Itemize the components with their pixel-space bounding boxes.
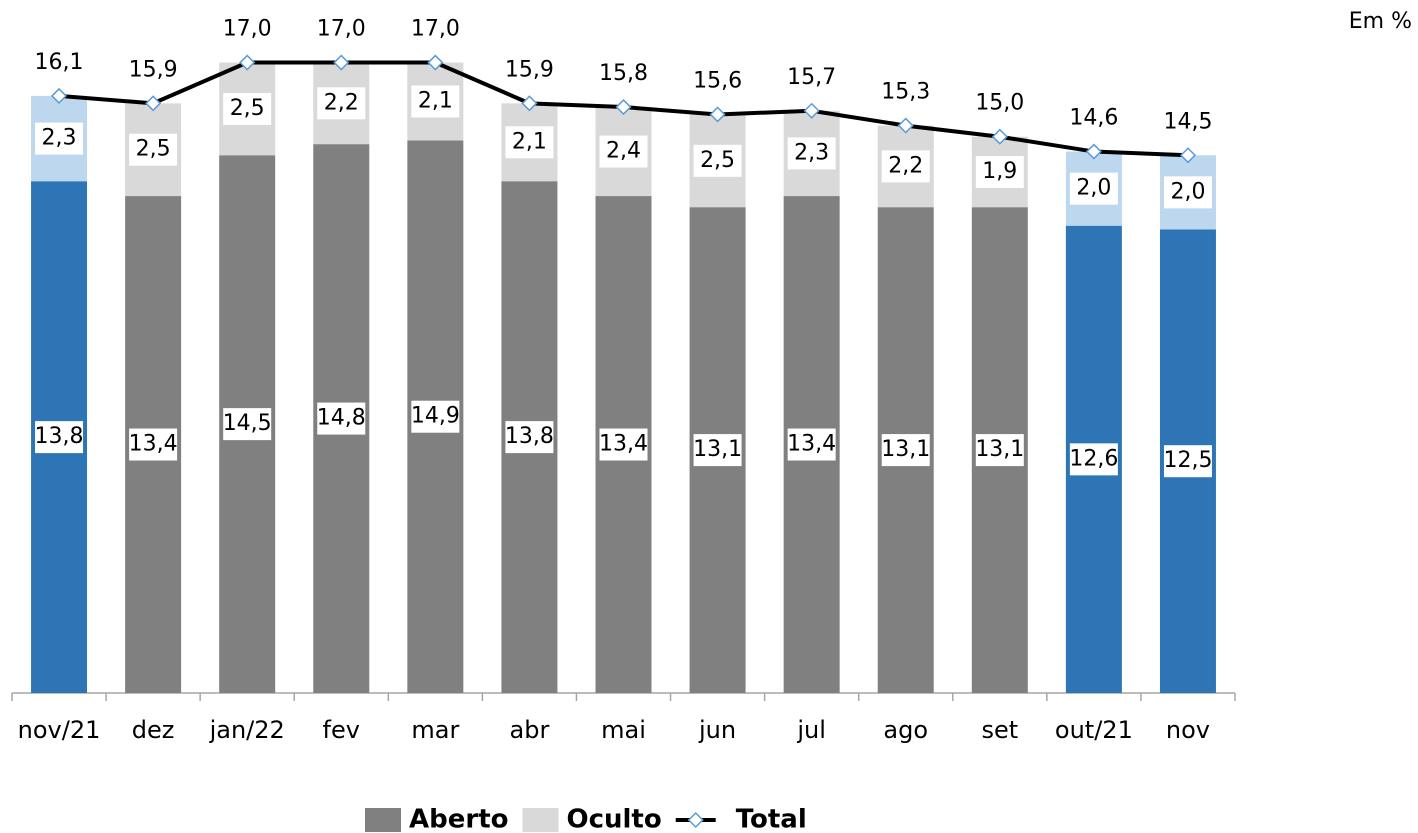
data-label-bg [411,400,460,433]
total-marker [897,117,914,134]
data-label-bg [787,428,836,461]
legend-swatch [522,808,559,832]
data-label: 2,3 [42,126,77,151]
data-label: 12,5 [1163,448,1212,473]
data-label-bg [787,137,836,170]
x-tick-label: ago [883,716,928,744]
legend-swatch [365,808,401,832]
data-label-bg [129,133,178,166]
total-label: 16,1 [35,50,84,75]
data-label: 14,9 [411,404,460,429]
data-label: 14,5 [223,411,272,436]
total-marker [709,106,726,123]
x-tick-label: abr [510,716,550,744]
data-label: 2,2 [324,90,359,115]
data-label-bg [35,122,84,155]
data-label-bg [411,85,460,118]
data-label: 13,4 [129,432,178,457]
x-tick-label: nov/21 [18,716,101,744]
data-label-bg [599,428,648,461]
total-label: 17,0 [317,17,366,42]
data-label: 2,1 [512,129,547,154]
data-label-bg [693,144,742,177]
data-label-bg [505,421,554,454]
data-label-bg [1163,176,1212,209]
data-label-bg [317,87,366,120]
data-label: 2,5 [700,148,735,173]
total-marker [521,95,538,112]
x-tick-label: jun [698,716,736,744]
total-marker [1179,147,1197,164]
data-label: 13,1 [975,437,1024,462]
total-label: 14,6 [1069,106,1118,131]
data-label-bg [1163,445,1212,478]
data-label-bg [317,402,366,435]
total-label: 15,8 [599,61,648,86]
data-label: 2,0 [1170,179,1205,204]
total-marker [427,54,444,71]
data-label: 13,1 [881,437,930,462]
data-label: 2,2 [888,153,923,178]
data-label: 2,0 [1076,176,1111,201]
x-tick-label: fev [323,716,360,744]
data-label: 13,4 [599,432,648,457]
total-label: 15,9 [129,57,178,82]
data-label-bg [975,434,1024,467]
total-label: 15,6 [693,68,742,93]
x-tick-label: mar [411,716,459,744]
legend-label: Aberto [409,805,508,833]
total-marker [239,54,256,71]
x-tick-label: dez [132,716,175,744]
x-tick-label: jul [796,716,826,744]
data-label-bg [35,421,84,454]
data-label-bg [975,155,1024,188]
data-label-bg [505,126,554,159]
total-marker [803,102,820,119]
data-label-bg [881,434,930,467]
legend-label: Oculto [566,805,661,833]
data-label: 2,4 [606,139,641,164]
data-label: 2,3 [794,140,829,165]
total-marker [145,95,162,112]
data-label-bg [1069,172,1118,205]
data-label-bg [1069,443,1118,476]
data-label-bg [223,92,272,125]
data-label-bg [223,408,272,441]
x-tick-label: set [981,716,1018,744]
data-label: 2,5 [230,96,265,121]
data-label-bg [129,428,178,461]
total-label: 15,9 [505,57,554,82]
data-label: 2,1 [418,88,453,113]
legend-label: Total [736,805,807,833]
legend-marker [687,811,704,829]
x-tick-label: mai [601,716,646,744]
total-label: 17,0 [411,17,460,42]
x-tick-label: nov [1166,716,1210,744]
data-label: 12,6 [1069,446,1118,471]
unit-note: Em % [1349,9,1412,34]
data-label-bg [599,135,648,168]
total-marker [1085,143,1102,160]
data-label: 13,1 [693,437,742,462]
data-label: 1,9 [982,159,1017,184]
total-label: 17,0 [223,17,272,42]
data-label: 13,8 [35,424,84,449]
data-label-bg [693,434,742,467]
total-label: 15,7 [787,65,836,90]
total-marker [615,98,632,116]
total-marker [991,128,1008,145]
total-label: 15,3 [881,80,930,105]
total-marker [50,87,68,104]
data-label: 14,8 [317,406,366,431]
total-label: 14,5 [1163,109,1212,134]
x-tick-label: jan/22 [209,716,285,744]
data-label-bg [881,150,930,183]
total-marker [333,54,350,71]
x-tick-label: out/21 [1055,716,1133,744]
data-label: 13,8 [505,424,554,449]
total-label: 15,0 [975,91,1024,116]
data-label: 2,5 [136,137,171,162]
data-label: 13,4 [787,432,836,457]
